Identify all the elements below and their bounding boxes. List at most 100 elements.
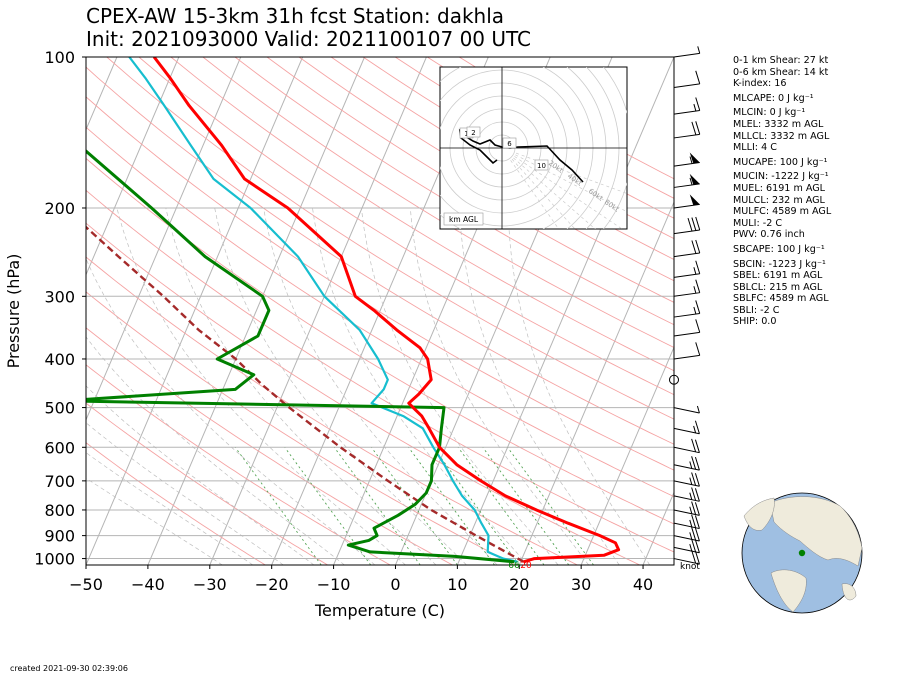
moist-adiabat-line	[116, 207, 406, 565]
globe-land-africa-europe	[769, 496, 863, 567]
dry-adiabat-line	[266, 57, 674, 303]
x-tick-label: −20	[255, 575, 289, 594]
globe-locator-map	[741, 492, 863, 614]
dry-adiabat-line	[106, 57, 674, 420]
wind-barb	[673, 121, 701, 139]
wind-barb	[673, 173, 700, 188]
x-tick-label: −10	[317, 575, 351, 594]
y-tick-label: 800	[44, 501, 75, 520]
moist-adiabat-line	[86, 477, 223, 565]
isobar-lines	[86, 57, 674, 560]
dry-adiabat-line	[86, 442, 266, 565]
wind-barb	[673, 70, 701, 88]
globe-land-north-america	[743, 497, 775, 531]
sounding-indices-panel: 0-1 km Shear: 27 kt 0-6 km Shear: 14 kt K-…	[733, 55, 831, 328]
wind-barb	[673, 472, 700, 487]
wind-barb	[673, 487, 700, 502]
y-tick-label: 900	[44, 527, 75, 546]
wind-barb	[673, 501, 700, 516]
mixing-ratio-line	[432, 447, 520, 565]
moist-adiabat-line	[86, 452, 254, 565]
wind-barb	[673, 405, 700, 414]
sounding-index-line: 0-6 km Shear: 14 kt	[733, 66, 829, 78]
moist-adiabat-line	[86, 336, 345, 565]
mixing-ratio-line	[234, 447, 322, 565]
sounding-index-line: MLEL: 3332 m AGL	[733, 118, 824, 130]
sounding-index-line: SBLI: -2 C	[733, 304, 780, 316]
sounding-index-line: MUEL: 6191 m AGL	[733, 182, 826, 194]
x-tick-label: −30	[193, 575, 227, 594]
hodograph-unit-label: km AGL	[449, 215, 479, 224]
dry-adiabat-line	[86, 189, 674, 553]
y-tick-label: 700	[44, 472, 75, 491]
sounding-index-line: SBLFC: 4589 m AGL	[733, 293, 829, 305]
wind-barb	[673, 438, 700, 454]
moist-adiabat-line	[86, 385, 315, 565]
sounding-index-line: SBCIN: -1223 J kg⁻¹	[733, 258, 826, 270]
dry-adiabat-line	[170, 57, 674, 372]
chart-title-line-2: Init: 2021093000 Valid: 2021100107 00 UT…	[86, 27, 532, 51]
mixing-ratio-line	[333, 447, 421, 565]
dry-adiabat-line	[86, 256, 578, 565]
isotherm-line	[147, 57, 365, 565]
hodograph-height-box	[502, 137, 517, 149]
hodograph-height-label: 1	[464, 130, 468, 138]
dry-adiabat-line	[86, 364, 391, 565]
hodograph-height-box	[534, 159, 549, 171]
wind-barb	[673, 194, 700, 209]
y-tick-label: 1000	[34, 550, 75, 569]
x-tick-label: 20	[509, 575, 529, 594]
moist-adiabat-line	[263, 207, 498, 565]
y-axis: 100 200 300 400 500 600 700 800 900 1000	[34, 48, 86, 569]
globe-land-south-africa	[841, 583, 857, 601]
hodograph-height-box	[466, 126, 481, 138]
mixing-ratio-line	[371, 447, 458, 565]
dry-adiabat-line	[234, 57, 674, 326]
wind-barb	[673, 456, 700, 471]
parcel-profile-line	[86, 225, 525, 563]
x-tick-label: −50	[69, 575, 103, 594]
hodograph-spoke	[513, 157, 596, 229]
hodograph-spoke	[515, 154, 627, 213]
sounding-index-line: MLLI: 4 C	[733, 142, 777, 154]
mixing-ratio-line	[284, 447, 372, 565]
moist-adiabat-line	[86, 257, 376, 565]
x-tick-label: 0	[390, 575, 400, 594]
wind-barb	[673, 319, 701, 337]
sounding-index-line: MLLCL: 3332 m AGL	[733, 130, 830, 142]
isotherm-line	[518, 200, 674, 565]
hodograph-spoke	[510, 160, 560, 229]
wind-barb	[673, 550, 700, 565]
y-tick-label: 400	[44, 350, 75, 369]
dry-adiabat-line	[202, 57, 674, 348]
moist-adiabat-line	[312, 207, 528, 565]
mixing-ratio-line	[507, 447, 594, 565]
hodograph-height-label: 6	[507, 140, 512, 148]
created-timestamp: created 2021-09-30 02:39:06	[10, 664, 128, 673]
y-axis-label: Pressure (hPa)	[4, 254, 23, 369]
temperature-profile-line	[152, 57, 621, 564]
wind-barb	[673, 239, 701, 258]
dry-adiabat-line	[138, 57, 674, 396]
isotherm-line	[86, 57, 180, 276]
x-tick-label: 30	[571, 575, 591, 594]
wind-barbs	[669, 46, 701, 565]
y-tick-label: 600	[44, 438, 75, 457]
mixing-ratio-line	[482, 447, 570, 565]
x-axis: −50 −40 −30 −20 −10 0 10 20 30 40	[69, 565, 653, 594]
wind-barb	[673, 514, 700, 530]
isotherm-line	[86, 57, 242, 422]
isotherm-line	[456, 57, 674, 565]
x-tick-label: −40	[131, 575, 165, 594]
sounding-index-line: MULCL: 232 m AGL	[733, 194, 825, 206]
wind-barb	[673, 97, 701, 115]
dry-adiabat-line	[86, 222, 640, 565]
wind-barb	[673, 152, 700, 167]
surface-temperature-label: 20	[520, 561, 532, 571]
globe-station-marker	[798, 549, 806, 557]
hodograph-spoke	[514, 156, 623, 229]
wind-barb	[673, 527, 700, 542]
hodograph-spoke	[515, 152, 627, 194]
